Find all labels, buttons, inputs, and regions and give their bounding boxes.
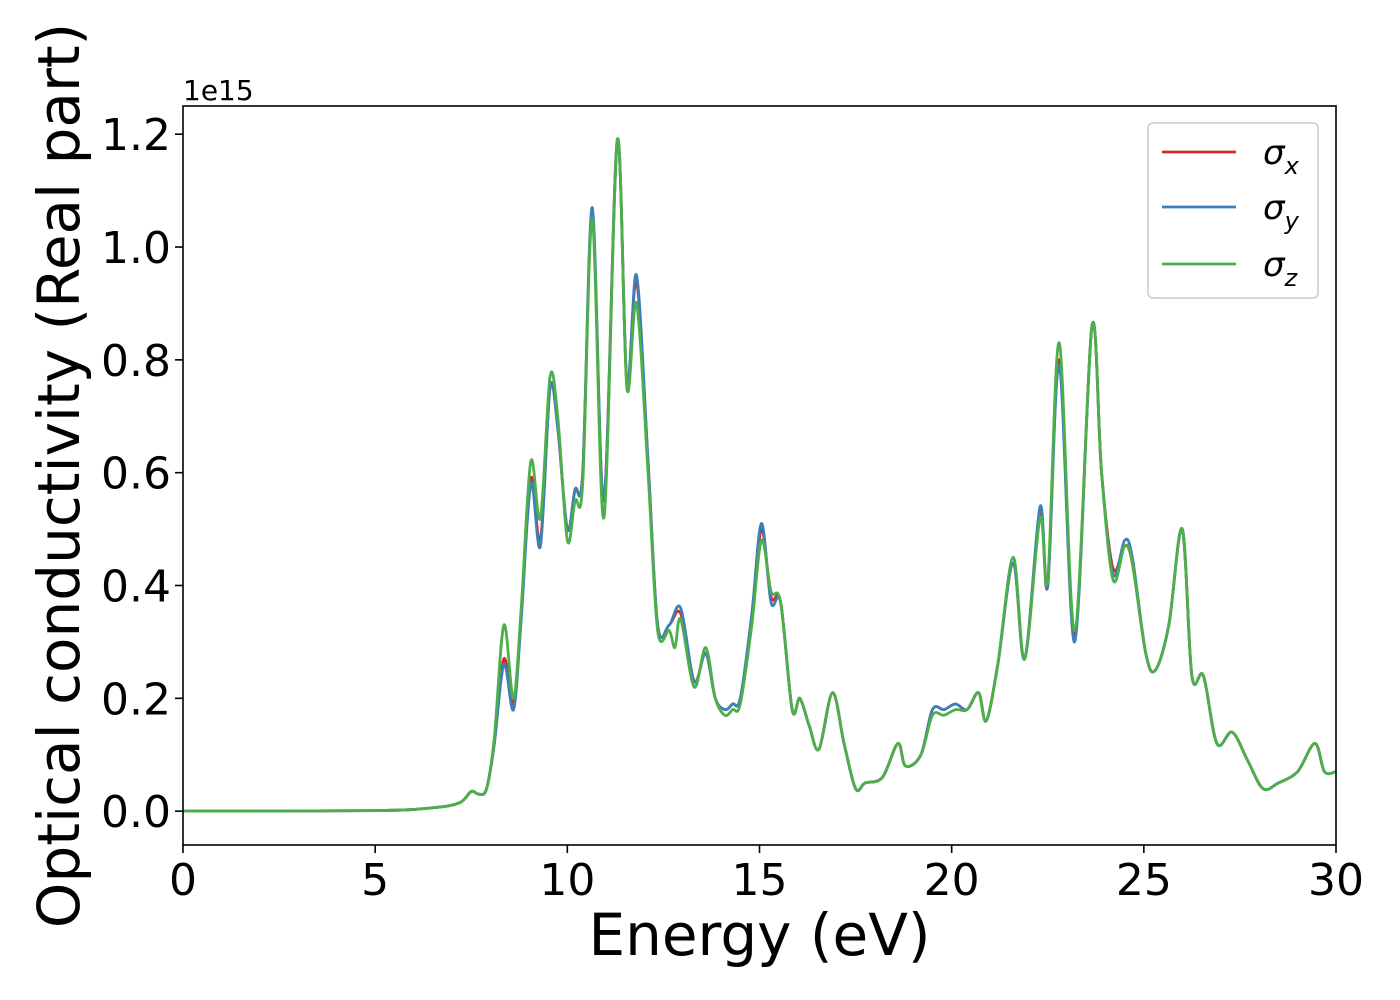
x-tick-label: 5 [361,855,389,906]
x-tick-label: 20 [924,855,980,906]
x-axis-ticks: 0 5 10 15 20 25 30 [169,845,1364,906]
x-tick-label: 0 [169,855,197,906]
legend: σx σy σz [1147,122,1319,299]
x-tick-label: 15 [732,855,788,906]
y-tick-label: 0.4 [101,562,171,613]
y-tick-label: 0.6 [101,449,171,500]
x-axis-label: Energy (eV) [588,901,930,969]
y-tick-label: 1.0 [101,223,171,274]
series-layer [183,137,1336,813]
y-tick-label: 0.0 [101,787,171,838]
y-axis-label: Optical conductivity (Real part) [25,23,93,928]
y-tick-label: 0.2 [101,674,171,725]
legend-label-y: σy [1263,188,1300,235]
y-axis-ticks: 0.0 0.2 0.4 0.6 0.8 1.0 1.2 [101,110,183,838]
legend-label-x: σx [1263,133,1300,180]
y-tick-label: 0.8 [101,336,171,387]
legend-box [1147,122,1319,299]
x-tick-label: 25 [1116,855,1172,906]
offset-text: 1e15 [183,74,254,107]
x-tick-label: 30 [1308,855,1364,906]
x-tick-label: 10 [539,855,595,906]
legend-label-z: σz [1263,245,1299,292]
series-line-z [183,137,1336,813]
y-tick-label: 1.2 [101,110,171,161]
